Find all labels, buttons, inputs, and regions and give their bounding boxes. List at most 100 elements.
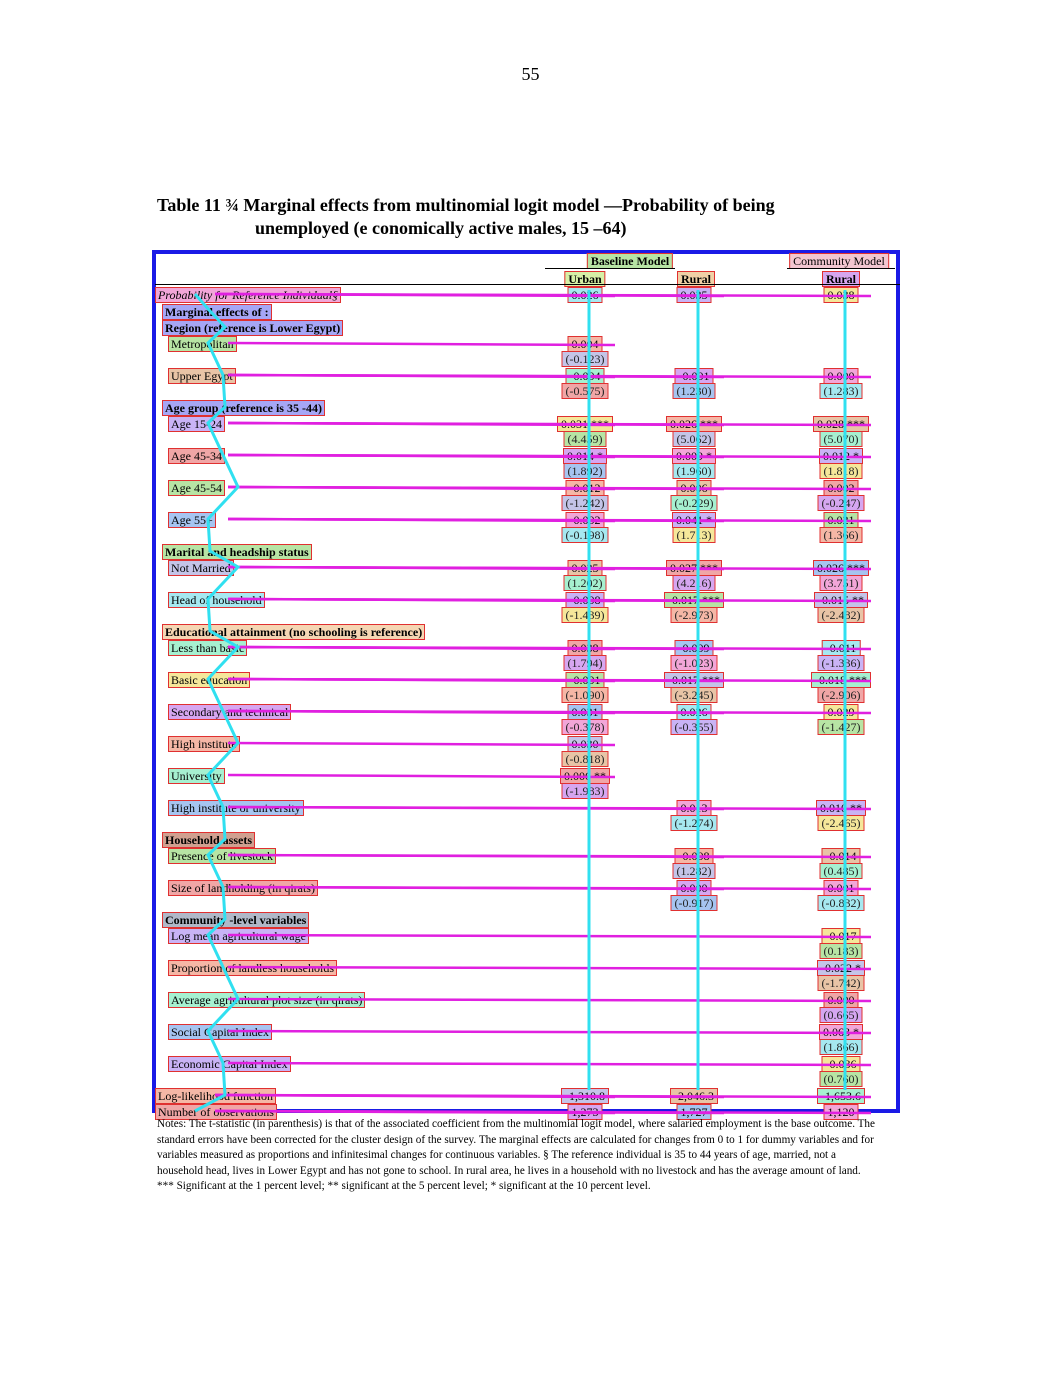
row-label: Size of landholding (in qirats) — [168, 880, 318, 896]
cell-rural-coef: 0.026 — [676, 704, 712, 720]
row-label: Household assets — [162, 832, 256, 848]
cell-rural-coef: -0.001 — [674, 368, 714, 384]
cell-urban-tstat: (-0.123) — [561, 351, 609, 367]
cell-comm-coef: 0.063 * — [819, 1024, 863, 1040]
cell-comm-tstat: (5.070) — [819, 431, 863, 447]
header-baseline-model: Baseline Model — [586, 253, 674, 269]
cell-rural-coef: 0.013 — [676, 800, 712, 816]
row-label: Secondary and technical — [168, 704, 292, 720]
cell-urban-tstat: (-0.198) — [561, 527, 609, 543]
cell-comm-tstat: (-1.336) — [817, 655, 865, 671]
row-label: Average agricultural plot size (in qirat… — [168, 992, 366, 1008]
row-label: High institute — [168, 736, 240, 752]
cell-comm-coef: -0.017 — [821, 928, 861, 944]
cell-urban-coef: 0.030 — [567, 736, 603, 752]
row-label: Less than basic — [168, 640, 248, 656]
cell-rural-tstat: (-1.023) — [670, 655, 718, 671]
cell-urban-tstat: (4.459) — [563, 431, 607, 447]
header-rule — [155, 284, 900, 285]
cell-comm-coef: -0.015 ** — [814, 592, 868, 608]
cell-comm-coef: 0.002 — [823, 480, 859, 496]
row-label: Presence of livestock — [168, 848, 276, 864]
cell-rural-tstat: (-3.245) — [670, 687, 718, 703]
row-label: Age 55+ — [168, 512, 216, 528]
cell-rural-tstat: (-2.973) — [670, 607, 718, 623]
table-frame — [152, 250, 900, 1113]
cell-rural-tstat: (1.713) — [672, 527, 716, 543]
cell-urban-coef: -1,310.8 — [561, 1088, 609, 1104]
cell-urban-tstat: (-0.818) — [561, 751, 609, 767]
header-rural-community: Rural — [822, 271, 860, 287]
cell-urban-tstat: (1.202) — [563, 575, 607, 591]
table-caption: Table 11 ¾ Marginal effects from multino… — [157, 194, 937, 240]
cell-rural-tstat: (1.230) — [672, 383, 716, 399]
header-rule — [545, 268, 675, 269]
cell-comm-tstat: (0.665) — [819, 1007, 863, 1023]
cell-comm-tstat: (-1.427) — [817, 719, 865, 735]
cell-comm-tstat: (-2.465) — [817, 815, 865, 831]
caption-line-2: unemployed (e conomically active males, … — [255, 218, 627, 238]
cell-rural-coef: -0.008 — [674, 848, 714, 864]
row-label: Probability for Reference Individual§ — [155, 287, 342, 303]
row-label: Educational attainment (no schooling is … — [162, 624, 426, 640]
page-number: 55 — [521, 64, 540, 84]
cell-urban-coef: 0.025 — [567, 560, 603, 576]
row-label: Economic Capital Index — [168, 1056, 291, 1072]
row-label: Basic education — [168, 672, 251, 688]
cell-urban-tstat: (-1.090) — [561, 687, 609, 703]
cell-rural-coef: 0.026 *** — [666, 416, 722, 432]
cell-comm-tstat: (3.751) — [819, 575, 863, 591]
cell-comm-coef: 0.029 — [823, 704, 859, 720]
cell-rural-tstat: (-0.355) — [670, 719, 718, 735]
cell-comm-tstat: (0.183) — [819, 943, 863, 959]
cell-comm-coef: 0.028 *** — [813, 416, 869, 432]
cell-rural-coef: 0.000 — [676, 880, 712, 896]
cell-comm-coef: -0.018 *** — [811, 672, 871, 688]
cell-comm-coef: 0.000 — [823, 368, 859, 384]
cell-rural-coef: -0.017 *** — [664, 672, 724, 688]
row-label: Age 45-54 — [168, 480, 225, 496]
cell-urban-coef: 0.014 * — [563, 448, 607, 464]
cell-comm-tstat: (-0.247) — [817, 495, 865, 511]
row-label: Not Married — [168, 560, 234, 576]
cell-comm-tstat: (-2.906) — [817, 687, 865, 703]
cell-rural-coef: 0.035 — [676, 287, 712, 303]
header-rural: Rural — [677, 271, 715, 287]
cell-comm-coef: 0.001 — [823, 880, 859, 896]
row-label: Social Capital Index — [168, 1024, 272, 1040]
row-label: High institute or university — [168, 800, 304, 816]
cell-rural-tstat: (-1.274) — [670, 815, 718, 831]
cell-rural-tstat: (4.216) — [672, 575, 716, 591]
cell-rural-tstat: (1.282) — [672, 863, 716, 879]
cell-comm-tstat: (1.366) — [819, 527, 863, 543]
table-notes: Notes: The t-statistic (in parenthesis) … — [157, 1118, 875, 1193]
row-label: Marital and headship status — [162, 544, 312, 560]
cell-rural-coef: -2,046.3 — [670, 1088, 718, 1104]
cell-rural-tstat: (1.960) — [672, 463, 716, 479]
row-label: Metropolitan — [168, 336, 237, 352]
cell-comm-coef: -0.014 — [821, 848, 861, 864]
cell-comm-coef: 0.000 — [823, 992, 859, 1008]
row-label: Log mean agricultural wage — [168, 928, 309, 944]
row-label: Community -level variables — [162, 912, 310, 928]
row-label: Age 15-24 — [168, 416, 225, 432]
cell-rural-coef: -0.017 *** — [664, 592, 724, 608]
cell-comm-coef: 0.010 ** — [816, 800, 866, 816]
cell-urban-tstat: (1.794) — [563, 655, 607, 671]
cell-comm-tstat: (1.866) — [819, 1039, 863, 1055]
row-label: University — [168, 768, 225, 784]
caption-line-1: Table 11 ¾ Marginal effects from multino… — [157, 195, 775, 215]
cell-comm-tstat: (0.760) — [819, 1071, 863, 1087]
row-label: Age group (reference is 35 -44) — [162, 400, 325, 416]
cell-urban-tstat: (-1.242) — [561, 495, 609, 511]
cell-rural-coef: 0.041 * — [672, 512, 716, 528]
cell-comm-coef: 0.012 * — [819, 448, 863, 464]
cell-comm-tstat: (0.485) — [819, 863, 863, 879]
cell-urban-tstat: (1.892) — [563, 463, 607, 479]
cell-rural-tstat: (5.062) — [672, 431, 716, 447]
cell-urban-coef: 0.031 *** — [557, 416, 613, 432]
cell-comm-tstat: (1.283) — [819, 383, 863, 399]
cell-comm-coef: -1,653.6 — [817, 1088, 865, 1104]
row-label: Age 45-34 — [168, 448, 225, 464]
cell-comm-coef: -0.011 — [821, 640, 861, 656]
